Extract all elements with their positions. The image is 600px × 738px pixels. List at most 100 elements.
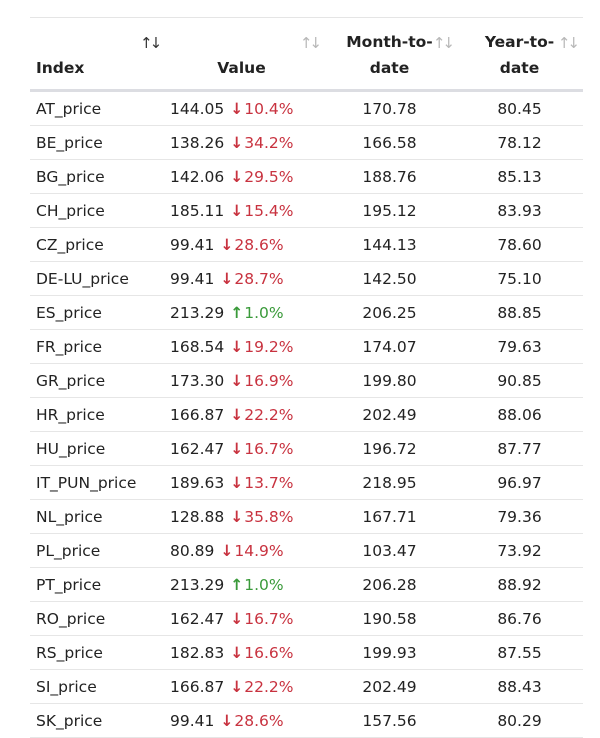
table-row: PT_price 213.29 ↑1.0% 206.28 88.92	[30, 567, 583, 602]
cell-year-to-date: 78.12	[456, 125, 583, 160]
table-row: GR_price 173.30 ↓16.9% 199.80 90.85	[30, 363, 583, 398]
price-table: Index ↑↓ Value ↑↓ Month-to- date ↑↓ Year…	[30, 17, 583, 738]
change-badge: ↓22.2%	[230, 678, 293, 696]
value-number: 182.83	[170, 643, 225, 662]
value-number: 166.87	[170, 405, 225, 424]
cell-year-to-date: 73.92	[456, 533, 583, 568]
cell-value: 166.87 ↓22.2%	[160, 669, 323, 704]
cell-value: 182.83 ↓16.6%	[160, 635, 323, 670]
value-number: 162.47	[170, 439, 225, 458]
sort-active-icon[interactable]: ↑↓	[140, 34, 162, 52]
cell-value: 162.47 ↓16.7%	[160, 431, 323, 466]
change-badge: ↓29.5%	[230, 168, 293, 186]
change-badge: ↓34.2%	[230, 134, 293, 152]
cell-year-to-date: 88.92	[456, 567, 583, 602]
header-mtd-label-2: date	[369, 59, 410, 77]
sort-icon[interactable]: ↑↓	[432, 34, 455, 52]
change-percent: 35.8%	[244, 507, 294, 526]
change-percent: 19.2%	[244, 337, 294, 356]
sort-icon[interactable]: ↑↓	[557, 34, 580, 52]
cell-value: 168.54 ↓19.2%	[160, 329, 323, 364]
arrow-down-icon: ↓	[230, 507, 244, 526]
cell-year-to-date: 90.85	[456, 363, 583, 398]
cell-value: 142.06 ↓29.5%	[160, 159, 323, 194]
arrow-down-icon: ↓	[230, 201, 244, 220]
value-number: 99.41	[170, 269, 215, 288]
arrow-down-icon: ↓	[220, 541, 234, 560]
arrow-up-icon: ↑	[230, 575, 244, 594]
cell-index: HU_price	[30, 431, 160, 466]
value-number: 189.63	[170, 473, 225, 492]
cell-value: 213.29 ↑1.0%	[160, 295, 323, 330]
arrow-down-icon: ↓	[220, 711, 234, 730]
cell-month-to-date: 196.72	[323, 431, 456, 466]
change-percent: 16.9%	[244, 371, 294, 390]
table-row: ES_price 213.29 ↑1.0% 206.25 88.85	[30, 295, 583, 330]
cell-value: 99.41 ↓28.6%	[160, 703, 323, 738]
arrow-down-icon: ↓	[230, 337, 244, 356]
header-month-to-date[interactable]: Month-to- date ↑↓	[323, 17, 456, 92]
cell-value: 99.41 ↓28.6%	[160, 227, 323, 262]
change-badge: ↓19.2%	[230, 338, 293, 356]
arrow-down-icon: ↓	[230, 371, 244, 390]
cell-index: BG_price	[30, 159, 160, 194]
cell-value: 80.89 ↓14.9%	[160, 533, 323, 568]
value-number: 128.88	[170, 507, 225, 526]
change-badge: ↓13.7%	[230, 474, 293, 492]
cell-year-to-date: 86.76	[456, 601, 583, 636]
value-number: 213.29	[170, 575, 225, 594]
header-value-label: Value	[217, 59, 266, 77]
header-row: Index ↑↓ Value ↑↓ Month-to- date ↑↓ Year…	[30, 17, 583, 92]
change-percent: 28.7%	[234, 269, 284, 288]
table-row: BE_price 138.26 ↓34.2% 166.58 78.12	[30, 125, 583, 160]
value-number: 168.54	[170, 337, 225, 356]
value-number: 80.89	[170, 541, 215, 560]
arrow-down-icon: ↓	[230, 677, 244, 696]
arrow-down-icon: ↓	[230, 133, 244, 152]
change-percent: 28.6%	[234, 235, 284, 254]
change-badge: ↓15.4%	[230, 202, 293, 220]
header-index[interactable]: Index	[30, 17, 160, 92]
change-badge: ↓28.6%	[220, 712, 283, 730]
header-mtd-label-1: Month-to-	[346, 33, 433, 51]
arrow-down-icon: ↓	[230, 643, 244, 662]
change-badge: ↓16.9%	[230, 372, 293, 390]
change-percent: 15.4%	[244, 201, 294, 220]
arrow-down-icon: ↓	[220, 235, 234, 254]
cell-index: PT_price	[30, 567, 160, 602]
change-percent: 16.7%	[244, 609, 294, 628]
change-percent: 16.6%	[244, 643, 294, 662]
change-percent: 1.0%	[244, 303, 284, 322]
change-badge: ↓16.7%	[230, 610, 293, 628]
cell-index: PL_price	[30, 533, 160, 568]
cell-index: ES_price	[30, 295, 160, 330]
table-body: AT_price 144.05 ↓10.4% 170.78 80.45 BE_price 1…	[30, 90, 583, 738]
table-row: HR_price 166.87 ↓22.2% 202.49 88.06	[30, 397, 583, 432]
cell-month-to-date: 144.13	[323, 227, 456, 262]
cell-value: 173.30 ↓16.9%	[160, 363, 323, 398]
change-badge: ↓22.2%	[230, 406, 293, 424]
sort-icon[interactable]: ↑↓	[299, 34, 322, 52]
change-percent: 22.2%	[244, 405, 294, 424]
change-percent: 1.0%	[244, 575, 284, 594]
change-percent: 10.4%	[244, 99, 294, 118]
header-year-to-date[interactable]: Year-to- date ↑↓	[456, 17, 583, 92]
change-percent: 14.9%	[234, 541, 284, 560]
cell-month-to-date: 202.49	[323, 669, 456, 704]
cell-value: 185.11 ↓15.4%	[160, 193, 323, 228]
change-percent: 28.6%	[234, 711, 284, 730]
value-number: 166.87	[170, 677, 225, 696]
cell-year-to-date: 75.10	[456, 261, 583, 296]
value-number: 99.41	[170, 711, 215, 730]
arrow-down-icon: ↓	[230, 439, 244, 458]
cell-index: FR_price	[30, 329, 160, 364]
header-index-label: Index	[36, 59, 85, 77]
cell-value: 138.26 ↓34.2%	[160, 125, 323, 160]
change-badge: ↓16.7%	[230, 440, 293, 458]
value-number: 162.47	[170, 609, 225, 628]
cell-month-to-date: 206.25	[323, 295, 456, 330]
change-badge: ↑1.0%	[230, 304, 283, 322]
cell-value: 213.29 ↑1.0%	[160, 567, 323, 602]
header-value[interactable]: ↑↓ Value ↑↓	[140, 17, 323, 92]
header-ytd-label-1: Year-to-	[484, 33, 555, 51]
